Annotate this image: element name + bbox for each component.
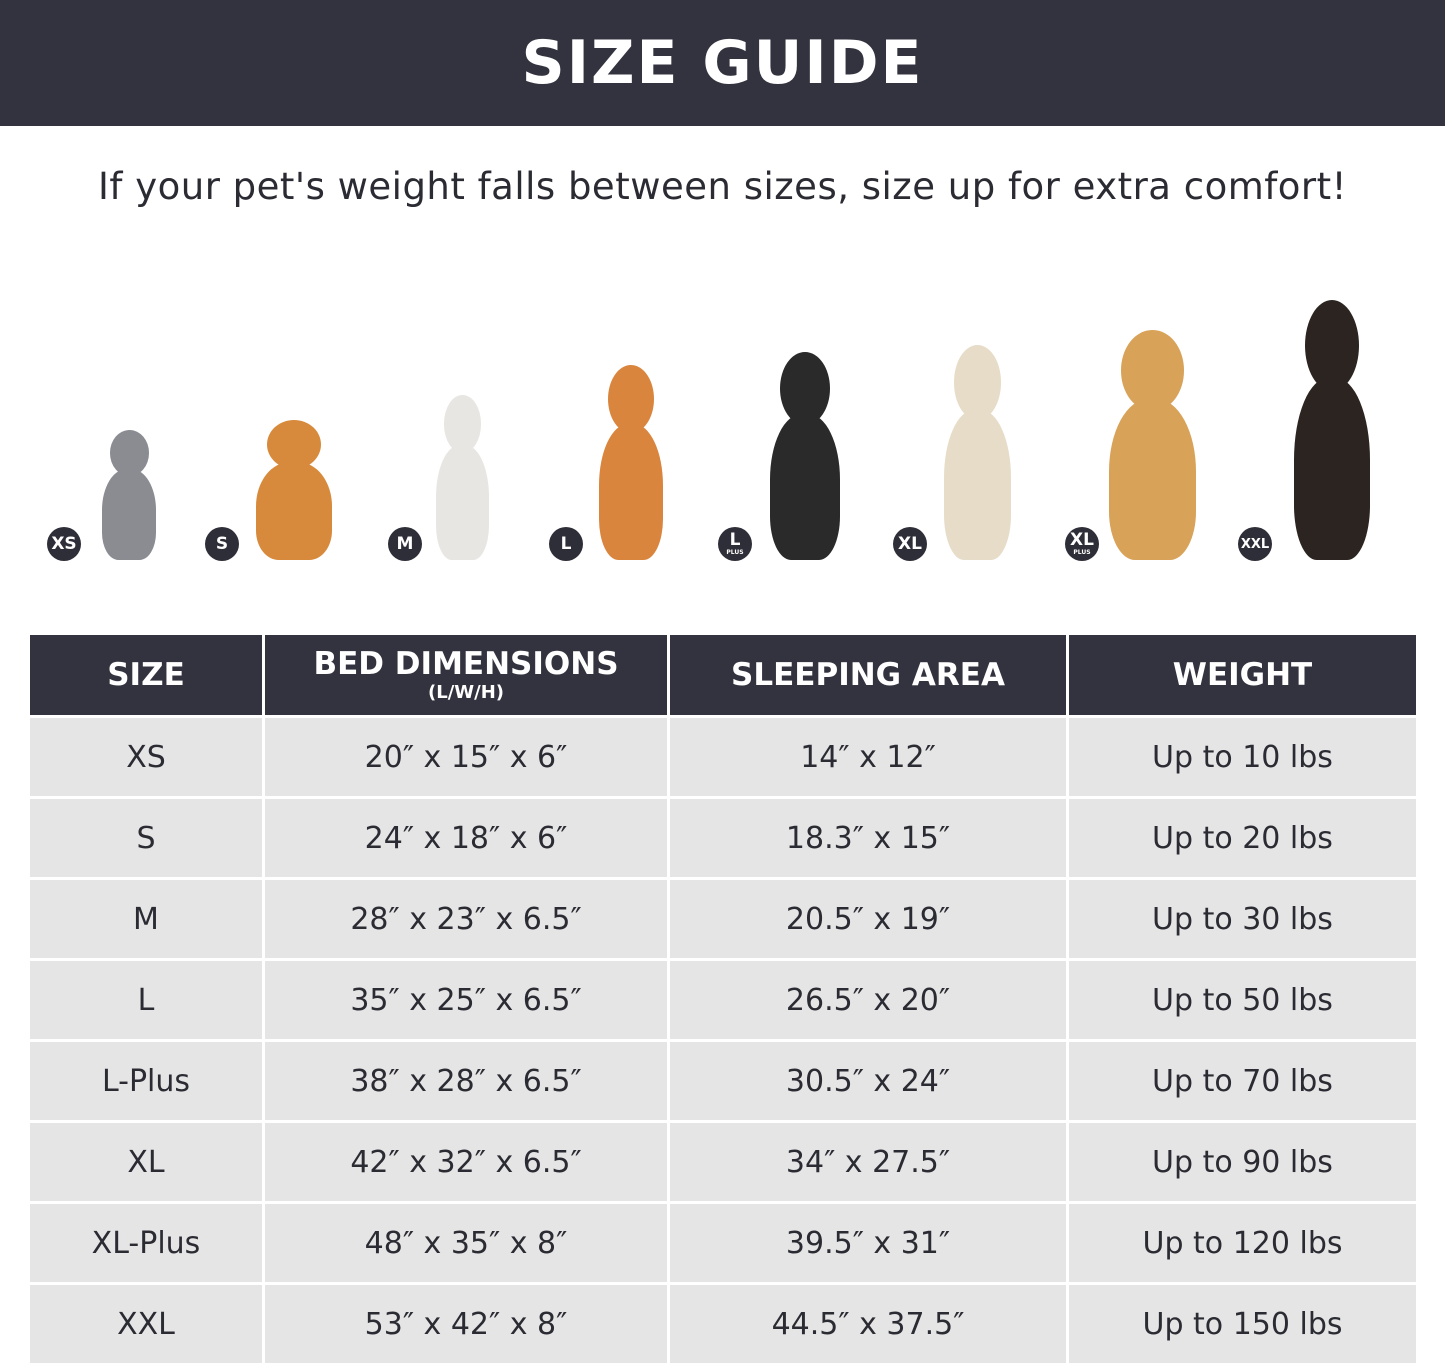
- page-title: SIZE GUIDE: [521, 28, 924, 98]
- cell-size: S: [30, 796, 265, 879]
- cell-weight: Up to 10 lbs: [1067, 715, 1416, 798]
- size-badge: XL PLUS: [1065, 527, 1099, 561]
- cell-bed-dimensions: 53″ x 42″ x 8″: [263, 1282, 670, 1363]
- header-size: SIZE: [30, 635, 265, 717]
- cell-size: XL-Plus: [30, 1201, 265, 1284]
- pet-image-xl: [930, 345, 1025, 560]
- table-row: M 28″ x 23″ x 6.5″ 20.5″ x 19″ Up to 30 lbs: [30, 877, 1416, 960]
- size-badge: XL: [893, 527, 927, 561]
- cell-size: XXL: [30, 1282, 265, 1363]
- cell-size: L: [30, 958, 265, 1041]
- pet-image-s: [240, 420, 348, 560]
- cell-size: L-Plus: [30, 1039, 265, 1122]
- cell-sleeping-area: 39.5″ x 31″: [668, 1201, 1069, 1284]
- cell-bed-dimensions: 35″ x 25″ x 6.5″: [263, 958, 670, 1041]
- size-badge: M: [388, 527, 422, 561]
- cell-sleeping-area: 14″ x 12″: [668, 715, 1069, 798]
- size-table: SIZE BED DIMENSIONS (L/W/H) SLEEPING AREA…: [30, 635, 1416, 1363]
- table-row: XL 42″ x 32″ x 6.5″ 34″ x 27.5″ Up to 90 lb…: [30, 1120, 1416, 1203]
- cell-bed-dimensions: 38″ x 28″ x 6.5″: [263, 1039, 670, 1122]
- cell-weight: Up to 30 lbs: [1067, 877, 1416, 960]
- size-badge-label: XS: [51, 533, 77, 554]
- table-row: S 24″ x 18″ x 6″ 18.3″ x 15″ Up to 20 lbs: [30, 796, 1416, 879]
- cell-size: XL: [30, 1120, 265, 1203]
- size-badge-label: L: [560, 533, 572, 554]
- table-row: L-Plus 38″ x 28″ x 6.5″ 30.5″ x 24″ Up to 7…: [30, 1039, 1416, 1122]
- cell-weight: Up to 20 lbs: [1067, 796, 1416, 879]
- size-badge: L PLUS: [718, 527, 752, 561]
- title-banner: SIZE GUIDE: [0, 0, 1445, 126]
- cell-bed-dimensions: 48″ x 35″ x 8″: [263, 1201, 670, 1284]
- header-bed-dimensions: BED DIMENSIONS (L/W/H): [263, 635, 670, 717]
- pet-image-xs: [90, 430, 168, 560]
- size-badge-label: L: [729, 530, 741, 550]
- table-row: XL-Plus 48″ x 35″ x 8″ 39.5″ x 31″ Up to 12…: [30, 1201, 1416, 1284]
- size-badge-label: M: [396, 533, 414, 554]
- size-badge: S: [205, 527, 239, 561]
- size-badge: XXL: [1238, 527, 1272, 561]
- pet-image-l: [585, 365, 677, 560]
- cell-size: XS: [30, 715, 265, 798]
- table-header-row: SIZE BED DIMENSIONS (L/W/H) SLEEPING AREA…: [30, 635, 1416, 717]
- cell-weight: Up to 90 lbs: [1067, 1120, 1416, 1203]
- size-badge-sub: PLUS: [726, 549, 744, 556]
- size-badge-label: XL: [1070, 530, 1094, 550]
- cell-sleeping-area: 18.3″ x 15″: [668, 796, 1069, 879]
- cell-sleeping-area: 34″ x 27.5″: [668, 1120, 1069, 1203]
- table-row: L 35″ x 25″ x 6.5″ 26.5″ x 20″ Up to 50 lbs: [30, 958, 1416, 1041]
- cell-bed-dimensions: 28″ x 23″ x 6.5″: [263, 877, 670, 960]
- cell-sleeping-area: 30.5″ x 24″: [668, 1039, 1069, 1122]
- subtitle: If your pet's weight falls between sizes…: [98, 165, 1347, 208]
- header-weight: WEIGHT: [1067, 635, 1416, 717]
- cell-weight: Up to 50 lbs: [1067, 958, 1416, 1041]
- cell-bed-dimensions: 24″ x 18″ x 6″: [263, 796, 670, 879]
- size-badge: L: [549, 527, 583, 561]
- pet-image-xl-plus: [1090, 330, 1215, 560]
- pet-image-l-plus: [755, 352, 855, 560]
- size-badge-sub: PLUS: [1073, 549, 1091, 556]
- size-badge: XS: [47, 527, 81, 561]
- header-sub-lwh: (L/W/H): [428, 681, 504, 703]
- cell-bed-dimensions: 42″ x 32″ x 6.5″: [263, 1120, 670, 1203]
- cell-bed-dimensions: 20″ x 15″ x 6″: [263, 715, 670, 798]
- pet-image-m: [425, 395, 500, 560]
- size-badge-label: S: [215, 533, 229, 554]
- cell-weight: Up to 150 lbs: [1067, 1282, 1416, 1363]
- header-sleeping-area: SLEEPING AREA: [668, 635, 1069, 717]
- cell-sleeping-area: 20.5″ x 19″: [668, 877, 1069, 960]
- table-row: XS 20″ x 15″ x 6″ 14″ x 12″ Up to 10 lbs: [30, 715, 1416, 798]
- cell-size: M: [30, 877, 265, 960]
- cell-sleeping-area: 44.5″ x 37.5″: [668, 1282, 1069, 1363]
- cell-weight: Up to 120 lbs: [1067, 1201, 1416, 1284]
- cell-weight: Up to 70 lbs: [1067, 1039, 1416, 1122]
- size-badge-label: XL: [898, 533, 922, 554]
- size-badge-label: XXL: [1240, 536, 1270, 552]
- cell-sleeping-area: 26.5″ x 20″: [668, 958, 1069, 1041]
- table-row: XXL 53″ x 42″ x 8″ 44.5″ x 37.5″ Up to 150 …: [30, 1282, 1416, 1363]
- pet-image-xxl: [1278, 300, 1386, 560]
